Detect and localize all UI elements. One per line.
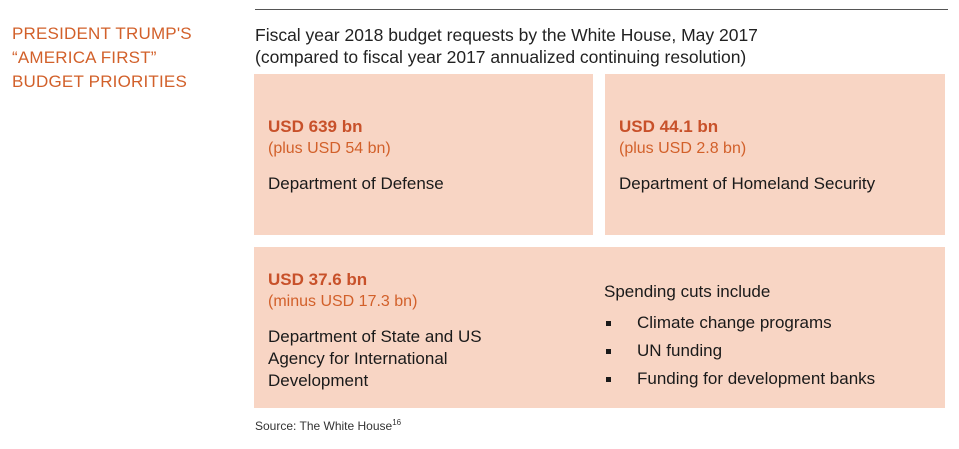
side-title: PRESIDENT TRUMP'S “AMERICA FIRST” BUDGET… — [12, 22, 232, 94]
subtitle: Fiscal year 2018 budget requests by the … — [255, 24, 955, 68]
homeland-box: USD 44.1 bn (plus USD 2.8 bn) Department… — [605, 74, 945, 235]
side-title-line: PRESIDENT TRUMP'S — [12, 24, 192, 43]
defense-change: (plus USD 54 bn) — [268, 140, 391, 157]
source-label: Source: — [255, 419, 297, 433]
spending-cut-label: Funding for development banks — [637, 369, 876, 388]
state-department: Department of State and US Agency for In… — [268, 327, 482, 390]
source-text: The White House — [299, 419, 393, 433]
defense-box: USD 639 bn (plus USD 54 bn) Department o… — [254, 74, 593, 235]
side-title-line: “AMERICA FIRST” — [12, 48, 157, 67]
spending-cut-item: Funding for development banks — [604, 365, 934, 393]
source-footnote: 16 — [392, 418, 402, 427]
side-title-line: BUDGET PRIORITIES — [12, 72, 188, 91]
bullet-icon — [606, 321, 611, 326]
homeland-amount: USD 44.1 bn — [619, 117, 719, 136]
homeland-department: Department of Homeland Security — [619, 174, 876, 193]
top-rule — [255, 9, 948, 10]
spending-cut-item: UN funding — [604, 337, 934, 365]
spending-cut-label: Climate change programs — [637, 313, 832, 332]
spending-cut-label: UN funding — [637, 341, 723, 360]
state-amount: USD 37.6 bn — [268, 270, 368, 289]
bullet-icon — [606, 349, 611, 354]
defense-department: Department of Defense — [268, 174, 444, 193]
subtitle-line: Fiscal year 2018 budget requests by the … — [255, 25, 758, 45]
spending-cuts: Spending cuts include Climate change pro… — [604, 281, 934, 393]
spending-cut-item: Climate change programs — [604, 309, 934, 337]
source-note: Source: The White House16 — [255, 418, 401, 433]
subtitle-line: (compared to fiscal year 2017 annualized… — [255, 47, 747, 67]
defense-amount: USD 639 bn — [268, 117, 363, 136]
homeland-change: (plus USD 2.8 bn) — [619, 140, 747, 157]
spending-cuts-title: Spending cuts include — [604, 282, 771, 301]
state-box: USD 37.6 bn (minus USD 17.3 bn) Departme… — [254, 247, 945, 408]
bullet-icon — [606, 377, 611, 382]
state-change: (minus USD 17.3 bn) — [268, 293, 418, 310]
